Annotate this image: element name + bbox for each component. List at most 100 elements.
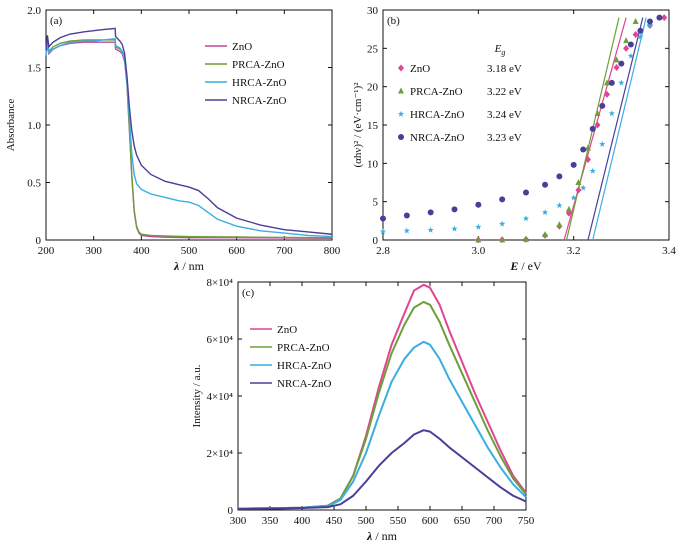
x-axis-unit: / eV [518,259,542,273]
plot-frame [237,281,527,511]
data-point [613,56,620,63]
x-tick-label: 3.2 [567,245,581,257]
x-axis-symbol: E [509,259,518,273]
legend-label-hrca-zno: HRCA-ZnO [410,109,464,121]
data-point [403,212,410,219]
panel-b-tauc-plot: 2.8 3.0 3.2 3.4 0 5 10 15 20 25 30 (b) E / eV (αhν)² … [352,5,676,273]
legend-marker-prca-zno [398,87,404,94]
legend-title: Eg [494,43,506,57]
data-point [556,221,563,228]
y-tick-label: 6×10⁴ [206,334,233,346]
data-point [541,209,549,216]
plot-frame [45,9,333,241]
legend-bandgap-zno: 3.18 eV [487,63,522,75]
x-tick-label: 700 [486,515,503,527]
data-point [522,215,530,222]
series-line-nrca-zno [237,429,527,510]
data-point [451,206,458,213]
x-tick-label: 600 [228,245,245,257]
panel-c-photoluminescence-chart: 300 350 400 450 500 550 600 650 700 750 0 2×10⁴ 4×10… [191,277,535,543]
data-point [570,194,577,201]
x-axis-symbol: λ [366,529,373,543]
data-point [604,79,611,86]
x-axis-label: E / eV [509,259,542,273]
series-line-hrca-zno [237,340,527,510]
x-axis-label: λ / nm [366,529,398,543]
legend-label-nrca-zno: NRCA-ZnO [410,132,464,144]
x-tick-label: 750 [518,515,535,527]
data-point [556,202,563,209]
data-point [565,205,572,212]
legend-bandgap-prca-zno: 3.22 eV [487,86,522,98]
y-tick-label: 2×10⁴ [206,448,233,460]
y-tick-label: 2.0 [27,5,41,17]
data-point [427,209,434,216]
panel-label: (b) [387,15,400,27]
legend-label-prca-zno: PRCA-ZnO [232,59,285,71]
x-tick-label: 450 [326,515,343,527]
data-point [499,196,506,203]
legend-label-hrca-zno: HRCA-ZnO [277,360,331,372]
y-tick-label: 20 [367,82,379,94]
data-point [627,52,635,59]
data-point [618,79,625,86]
data-point [475,236,482,243]
y-tick-label: 1.0 [27,120,41,132]
data-point [594,110,601,116]
data-point [475,223,482,230]
tangent-fit-line [587,17,644,241]
x-tick-label: 3.4 [662,245,676,257]
data-point [580,146,587,153]
data-point [575,186,582,194]
data-point [542,181,549,188]
legend-marker-hrca-zno [397,110,405,117]
y-axis-label: Intensity / a.u. [191,364,203,427]
data-point [618,60,625,67]
data-point [594,121,601,129]
legend-label-prca-zno: PRCA-ZnO [277,342,330,354]
series-line-nrca-zno [45,27,333,235]
x-axis-label: λ / nm [173,259,205,273]
data-point [542,231,549,238]
data-point [637,33,644,40]
x-tick-label: 650 [454,515,471,527]
data-point [475,201,482,208]
plot-frame [382,9,670,241]
x-tick-label: 400 [133,245,150,257]
data-point [623,44,630,52]
legend-marker-nrca-zno [398,134,404,140]
tangent-fit-line [592,17,647,241]
legend-label-nrca-zno: NRCA-ZnO [277,378,331,390]
data-point [632,18,639,24]
y-tick-label: 10 [367,158,379,170]
data-point [523,235,529,242]
x-tick-label: 350 [262,515,279,527]
x-tick-label: 600 [422,515,439,527]
legend-label-zno: ZnO [410,63,430,75]
data-point [584,144,591,151]
x-tick-label: 200 [38,245,55,257]
data-point [627,41,634,48]
data-point [589,167,596,174]
data-point [637,27,644,34]
legend-bandgap-nrca-zno: 3.23 eV [487,132,522,144]
data-point [613,64,620,71]
data-point [580,184,587,191]
y-tick-label: 0 [228,505,234,517]
x-axis-unit: / nm [372,529,397,543]
data-point [403,227,410,234]
data-point [499,220,506,227]
data-point [604,90,611,98]
data-point [599,102,606,109]
data-point [575,179,582,185]
y-tick-label: 15 [367,120,379,132]
data-point [646,22,654,28]
x-tick-label: 2.8 [376,245,390,257]
data-point [656,14,663,21]
x-tick-label: 800 [324,245,341,257]
x-tick-label: 700 [276,245,293,257]
series-line-hrca-zno [45,37,333,238]
legend-title-subscript: g [501,48,505,57]
series-points-prca-zno [475,18,639,243]
legend-label-prca-zno: PRCA-ZnO [410,86,463,98]
